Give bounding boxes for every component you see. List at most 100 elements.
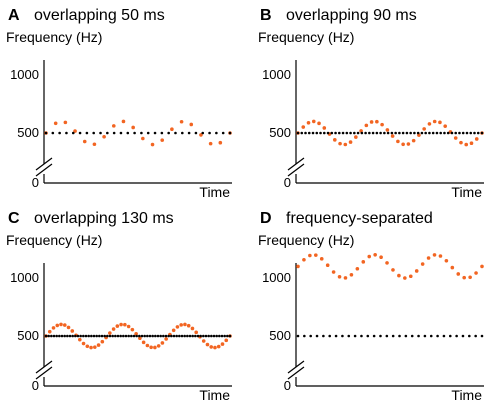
data-point [175,325,180,329]
data-point [442,334,446,338]
data-point [224,338,229,343]
data-point [348,140,353,144]
data-point [341,131,345,135]
data-point [375,131,379,135]
data-point [174,131,177,135]
data-point [179,119,184,124]
axis-break-mark [35,360,53,374]
data-point [367,254,372,259]
data-point [60,334,64,338]
series-constant [296,131,484,135]
data-point [349,131,352,135]
data-point [52,334,56,338]
data-point [145,343,150,348]
data-point [146,334,149,338]
data-point [356,131,360,135]
data-point [205,342,210,347]
data-point [311,131,315,135]
panel-title: frequency-separated [286,210,433,227]
data-point [403,276,407,280]
data-point [401,142,405,147]
data-point [307,131,311,135]
series-constant [296,334,484,338]
data-point [179,323,183,327]
data-point [171,328,176,333]
data-point [148,334,152,338]
data-point [87,334,90,338]
data-point [459,140,463,145]
data-point [436,334,439,338]
data-point [95,334,98,338]
data-point [51,326,56,330]
data-point [334,334,338,338]
data-point [409,131,412,135]
data-point [116,334,120,338]
data-point [338,141,342,146]
data-point [133,131,136,135]
data-point [319,131,322,135]
y-tick-label: 1000 [10,270,39,285]
data-point [121,119,126,124]
data-point [325,263,330,268]
data-point [411,138,416,143]
data-point [360,131,364,135]
data-point [112,131,116,135]
data-point [443,124,447,128]
data-point [134,331,138,336]
data-point [353,131,356,135]
y-tick-label: 1000 [262,67,291,82]
data-point [159,334,162,338]
data-point [119,131,123,135]
x-axis-label: Time [451,387,482,403]
data-point [468,275,472,280]
data-point [360,334,363,338]
data-point [78,337,82,342]
x-axis-label: Time [451,184,482,200]
data-point [465,131,469,135]
data-point [208,141,213,146]
data-point [115,324,120,328]
data-point [322,131,326,135]
data-point [355,266,360,271]
data-point [55,334,58,338]
y-axis-label: Frequency (Hz) [258,232,354,248]
data-point [408,274,413,279]
data-point [390,134,395,138]
data-point [160,131,164,135]
data-point [82,139,87,144]
data-point [314,253,318,257]
data-point [111,124,116,128]
panel-title: overlapping 130 ms [34,210,174,227]
data-point [391,268,395,272]
data-point [215,334,218,338]
data-point [379,255,383,260]
data-point [98,334,101,338]
data-point [304,131,307,135]
data-point [337,275,342,279]
data-point [385,261,389,265]
data-point [461,334,465,338]
data-point [162,334,165,338]
data-point [391,334,395,338]
data-point [361,260,366,264]
data-point [73,129,77,133]
series-constant [44,131,232,135]
data-point [343,276,348,280]
data-point [47,329,52,334]
data-point [456,272,461,276]
data-point [194,334,197,338]
data-point [417,334,420,338]
data-point [66,325,71,330]
data-point [202,334,205,338]
data-point [369,120,374,124]
data-point [82,334,85,338]
data-point [455,334,458,338]
data-point [322,334,325,338]
data-point [427,122,432,126]
data-point [180,334,184,338]
